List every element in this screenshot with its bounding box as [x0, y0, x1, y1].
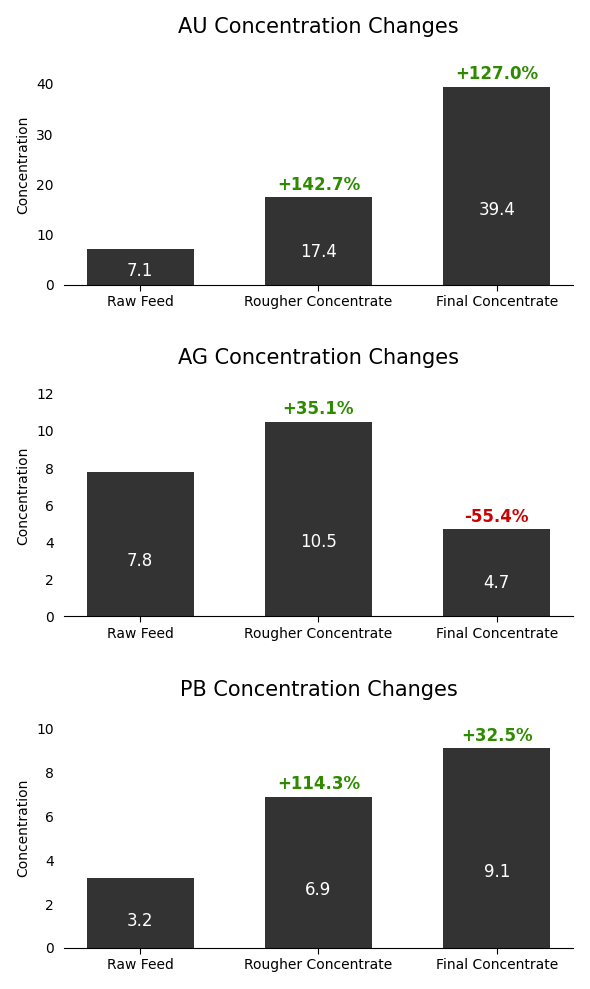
Text: 7.1: 7.1 [127, 262, 153, 280]
Bar [443, 749, 550, 947]
Text: 9.1: 9.1 [483, 863, 510, 881]
Text: -55.4%: -55.4% [464, 507, 529, 525]
Text: +142.7%: +142.7% [277, 176, 360, 194]
Bar [265, 421, 372, 616]
Text: +35.1%: +35.1% [283, 400, 354, 418]
Text: 39.4: 39.4 [478, 201, 515, 219]
Text: +114.3%: +114.3% [277, 775, 360, 793]
Text: 4.7: 4.7 [484, 575, 510, 592]
Y-axis label: Concentration: Concentration [17, 115, 31, 214]
Bar [443, 529, 550, 616]
Title: AG Concentration Changes: AG Concentration Changes [178, 348, 459, 368]
Text: 6.9: 6.9 [306, 881, 332, 899]
Text: 3.2: 3.2 [127, 912, 153, 931]
Text: +32.5%: +32.5% [461, 727, 533, 745]
Title: PB Concentration Changes: PB Concentration Changes [179, 679, 457, 699]
Title: AU Concentration Changes: AU Concentration Changes [178, 17, 459, 37]
Bar [87, 878, 194, 947]
Bar [87, 249, 194, 285]
Y-axis label: Concentration: Concentration [17, 778, 31, 876]
Bar [87, 472, 194, 616]
Text: 10.5: 10.5 [300, 533, 337, 552]
Text: 17.4: 17.4 [300, 242, 337, 261]
Text: +127.0%: +127.0% [455, 65, 538, 83]
Text: 7.8: 7.8 [127, 553, 153, 571]
Y-axis label: Concentration: Concentration [17, 447, 31, 545]
Bar [265, 797, 372, 947]
Bar [265, 198, 372, 285]
Bar [443, 87, 550, 285]
